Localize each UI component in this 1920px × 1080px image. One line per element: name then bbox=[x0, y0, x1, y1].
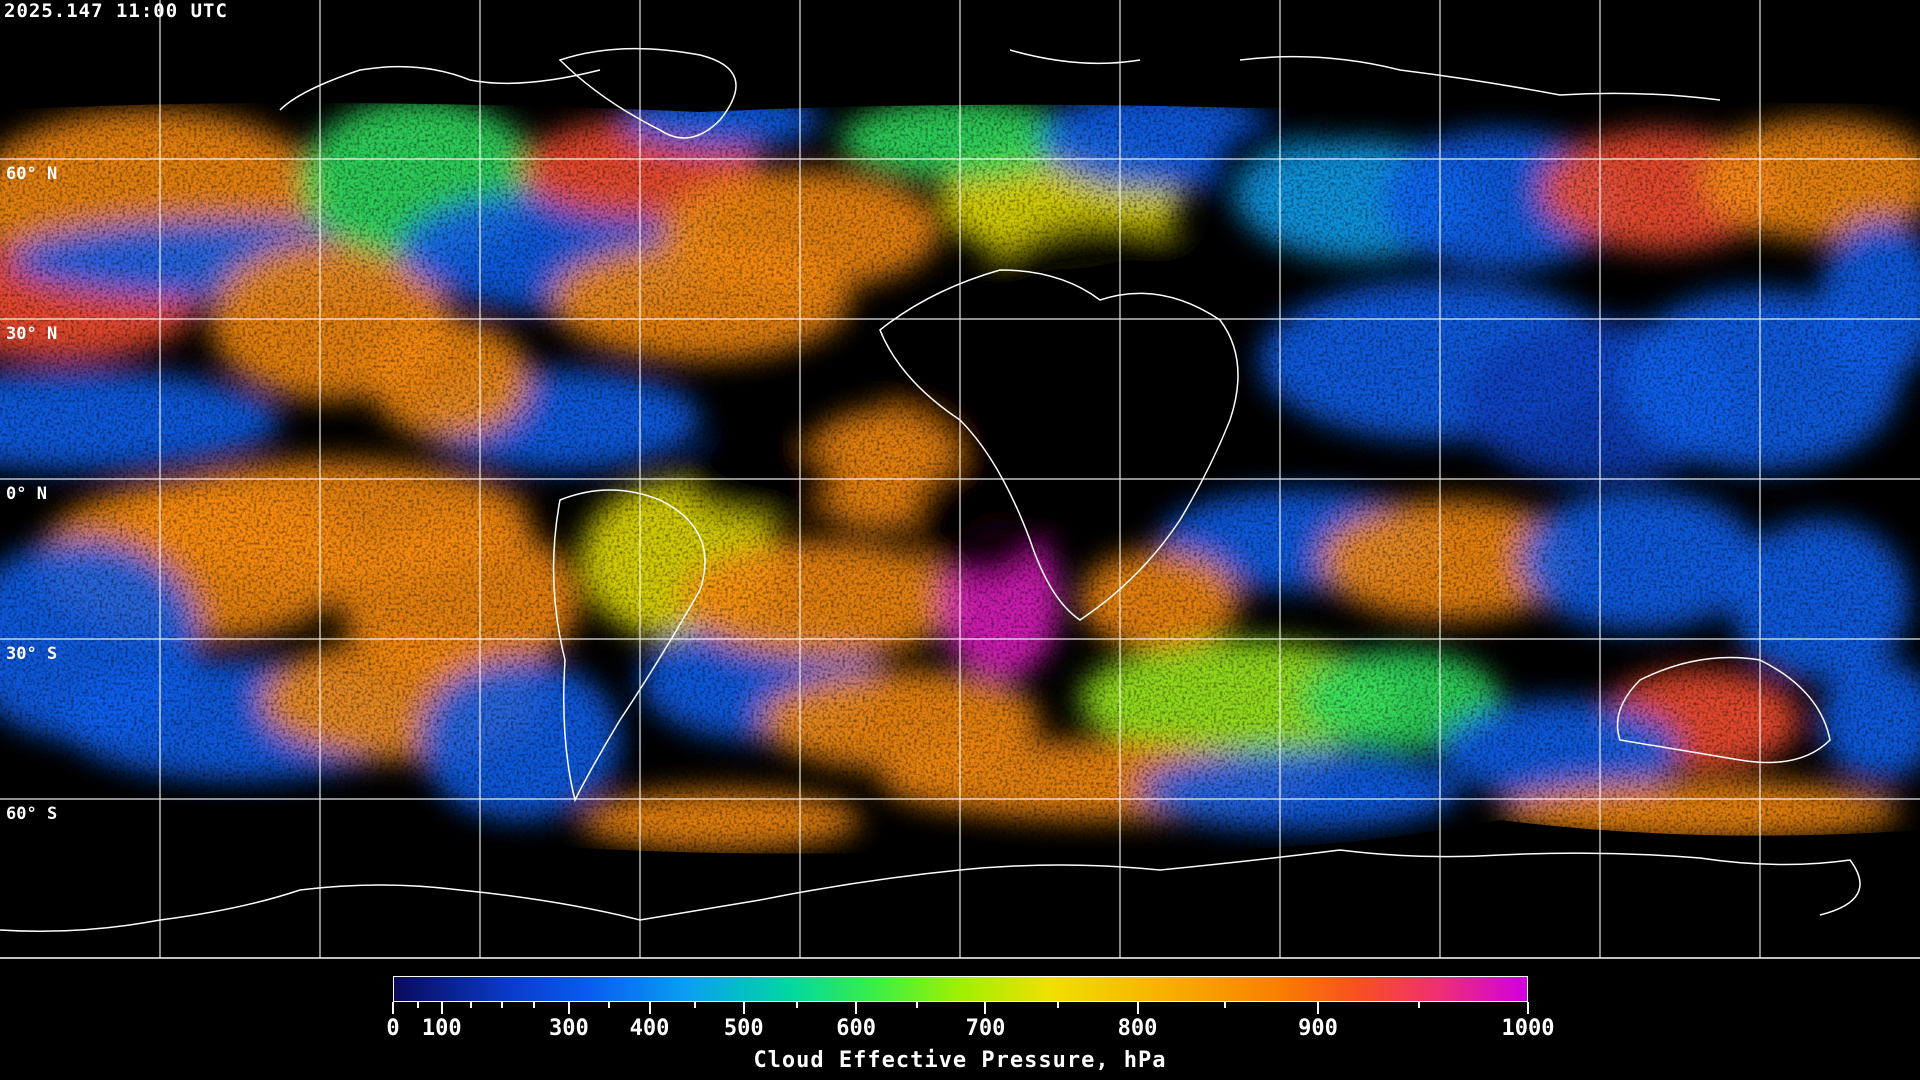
colorbar-ticks: 0 100 300 400 500 600 700 800 900 1000 bbox=[386, 1002, 1554, 1062]
colorbar-tick bbox=[1136, 1002, 1139, 1014]
lat-label-0n: 0° N bbox=[6, 484, 47, 504]
colorbar-tick-label: 1000 bbox=[1501, 1016, 1555, 1041]
colorbar-tick bbox=[500, 1002, 503, 1008]
colorbar-tick bbox=[1317, 1002, 1320, 1014]
graticule bbox=[0, 0, 1920, 958]
cloud-pressure-map bbox=[0, 0, 1920, 960]
colorbar-tick-label: 900 bbox=[1298, 1016, 1338, 1041]
colorbar-tick-label: 500 bbox=[723, 1016, 764, 1041]
colorbar-tick bbox=[984, 1002, 987, 1014]
colorbar-tick-label: 400 bbox=[629, 1016, 670, 1041]
colorbar-tick bbox=[532, 1002, 535, 1008]
colorbar-tick bbox=[1057, 1002, 1060, 1008]
colorbar-tick bbox=[855, 1002, 858, 1014]
colorbar-tick bbox=[440, 1002, 443, 1014]
lat-label-30s: 30° S bbox=[6, 644, 58, 664]
lat-label-60s: 60° S bbox=[6, 804, 58, 824]
colorbar-tick bbox=[916, 1002, 919, 1008]
lat-label-30n: 30° N bbox=[6, 324, 58, 344]
colorbar-tick bbox=[607, 1002, 610, 1008]
colorbar-tick bbox=[1223, 1002, 1226, 1008]
colorbar-tick-label: 600 bbox=[836, 1016, 876, 1041]
timestamp: 2025.147 11:00 UTC bbox=[4, 0, 228, 22]
colorbar-tick bbox=[742, 1002, 745, 1014]
colorbar-tick bbox=[648, 1002, 651, 1014]
colorbar-tick-label: 300 bbox=[549, 1016, 589, 1041]
colorbar-tick-label: 800 bbox=[1117, 1016, 1158, 1041]
colorbar-tick bbox=[1418, 1002, 1421, 1008]
colorbar-tick bbox=[796, 1002, 799, 1008]
colorbar-tick bbox=[392, 1002, 394, 1014]
colorbar-tick bbox=[1527, 1002, 1529, 1014]
colorbar-tick bbox=[416, 1002, 419, 1008]
colorbar-tick bbox=[567, 1002, 570, 1014]
lat-label-60n: 60° N bbox=[6, 164, 58, 184]
colorbar-tick bbox=[470, 1002, 473, 1008]
colorbar-tick bbox=[693, 1002, 696, 1008]
colorbar-title: Cloud Effective Pressure, hPa bbox=[753, 1048, 1167, 1073]
colorbar-tick-label: 700 bbox=[965, 1016, 1006, 1041]
colorbar-tick-label: 100 bbox=[421, 1016, 462, 1041]
colorbar-tick-label: 0 bbox=[386, 1016, 400, 1041]
colorbar bbox=[393, 976, 1528, 1002]
